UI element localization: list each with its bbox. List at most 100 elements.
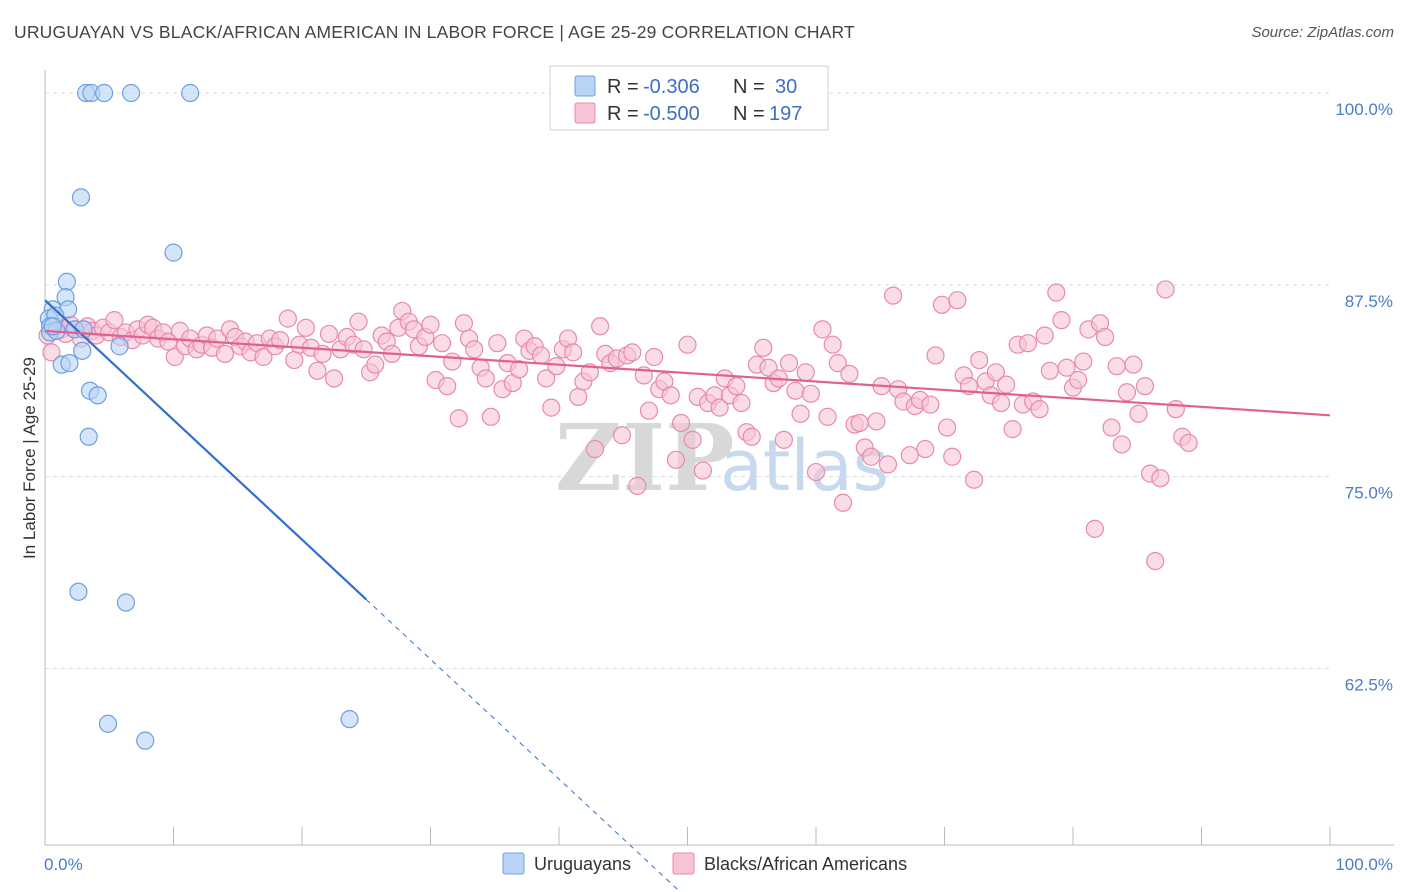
blacks-point-199 — [1129, 404, 1148, 423]
series-legend-label-blacks: Blacks/African Americans — [704, 854, 907, 874]
blacks-point-140 — [806, 462, 826, 482]
blacks-point-200 — [1135, 377, 1155, 396]
watermark: ZIP atlas — [555, 404, 889, 512]
blacks-point-130 — [754, 338, 773, 357]
blacks-point-175 — [997, 375, 1016, 394]
uruguayans-point-26 — [69, 582, 88, 601]
blacks-point-13 — [105, 311, 124, 330]
blacks-point-137 — [791, 404, 810, 423]
y-tick-label-0: 62.5% — [1345, 676, 1393, 695]
x-tick-label-min: 0.0% — [44, 855, 83, 874]
blacks-point-170 — [970, 350, 989, 370]
blacks-point-43 — [271, 330, 290, 350]
blacks-point-115 — [671, 413, 691, 433]
blacks-point-56 — [349, 312, 368, 331]
blacks-point-104 — [612, 426, 632, 445]
trend-lines — [44, 299, 1331, 892]
series-legend: Uruguayans Blacks/African Americans — [502, 852, 907, 875]
blacks-point-106 — [623, 343, 642, 362]
blacks-point-126 — [732, 393, 751, 413]
legend-r-value-2: -0.500 — [643, 103, 700, 125]
blacks-point-110 — [644, 347, 664, 367]
blacks-point-176 — [1003, 420, 1022, 439]
blacks-point-134 — [774, 430, 793, 449]
legend-n-value-2: 197 — [769, 103, 802, 125]
uruguayans-point-28 — [98, 714, 118, 733]
blacks-point-75 — [454, 314, 474, 333]
blacks-point-197 — [1117, 383, 1137, 402]
blacks-point-116 — [678, 335, 697, 354]
blacks-point-135 — [779, 354, 799, 373]
blacks-point-173 — [986, 363, 1006, 382]
blacks-point-202 — [1146, 551, 1165, 571]
blacks-point-207 — [1179, 433, 1198, 453]
blacks-point-73 — [443, 352, 462, 371]
blacks-point-89 — [531, 346, 551, 365]
blacks-point-144 — [828, 354, 847, 373]
blacks-point-98 — [580, 363, 599, 382]
uruguayans-point-22 — [60, 354, 79, 373]
blacks-point-79 — [476, 369, 495, 388]
blacks-point-162 — [926, 346, 945, 365]
blacks-point-193 — [1096, 327, 1115, 347]
blacks-point-203 — [1151, 469, 1170, 488]
uruguayans-point-2 — [95, 83, 114, 103]
blacks-point-139 — [801, 384, 820, 403]
blacks-point-154 — [883, 286, 903, 305]
blacks-point-174 — [991, 393, 1011, 413]
blacks-point-194 — [1102, 418, 1121, 437]
series-legend-swatch-blacks — [672, 852, 695, 875]
blacks-point-49 — [308, 361, 327, 380]
y-tick-label-2: 87.5% — [1345, 292, 1393, 311]
legend-r-label-1: R = — [607, 76, 639, 98]
blacks-point-96 — [569, 387, 588, 406]
axes — [44, 70, 1394, 846]
legend-n-label-1: N = — [733, 76, 765, 98]
blacks-point-191 — [1085, 519, 1104, 538]
blacks-point-141 — [813, 320, 832, 339]
blacks-point-117 — [683, 430, 702, 449]
blacks-point-160 — [916, 439, 935, 459]
blacks-point-146 — [840, 364, 859, 383]
uruguayans-point-24 — [88, 386, 107, 405]
uruguayans-point-20 — [73, 341, 92, 360]
blacks-point-23 — [159, 332, 178, 351]
series-legend-swatch-uruguayans — [502, 852, 525, 875]
series-uruguayans-points — [39, 83, 359, 750]
blacks-point-59 — [366, 355, 385, 374]
blacks-point-90 — [537, 369, 556, 388]
blacks-point-33 — [215, 344, 234, 364]
blacks-point-113 — [661, 386, 680, 405]
blacks-point-181 — [1030, 400, 1049, 419]
correlation-legend: R = -0.306 N = 30 R = -0.500 N = 197 — [549, 65, 829, 131]
blacks-point-142 — [818, 407, 837, 426]
blacks-point-109 — [639, 401, 659, 420]
uruguayans-point-7 — [57, 272, 76, 291]
legend-n-label-2: N = — [733, 103, 765, 125]
blacks-point-145 — [833, 493, 853, 512]
blacks-point-163 — [932, 295, 952, 314]
blacks-trend-line — [44, 329, 1331, 417]
blacks-point-165 — [943, 447, 962, 466]
uruguayans-point-4 — [181, 83, 200, 103]
blacks-point-92 — [547, 357, 566, 376]
blacks-point-72 — [438, 377, 457, 396]
uruguayans-trend-extension — [365, 599, 682, 892]
source-credit: Source: ZipAtlas.com — [1251, 24, 1394, 41]
blacks-point-45 — [285, 350, 304, 370]
blacks-point-125 — [727, 377, 746, 396]
blacks-point-57 — [354, 340, 373, 359]
uruguayans-point-5 — [71, 188, 91, 207]
blacks-point-100 — [591, 317, 610, 336]
blacks-point-184 — [1047, 283, 1066, 302]
blacks-point-80 — [481, 407, 500, 426]
grid-lines — [45, 92, 1330, 670]
uruguayans-point-29 — [136, 731, 155, 750]
blacks-point-85 — [510, 360, 529, 379]
blacks-point-128 — [742, 427, 761, 446]
blacks-point-52 — [325, 369, 344, 388]
blacks-point-95 — [564, 343, 583, 362]
y-tick-label-1: 75.0% — [1345, 484, 1393, 503]
uruguayans-point-27 — [116, 593, 136, 612]
blacks-point-166 — [948, 291, 967, 310]
